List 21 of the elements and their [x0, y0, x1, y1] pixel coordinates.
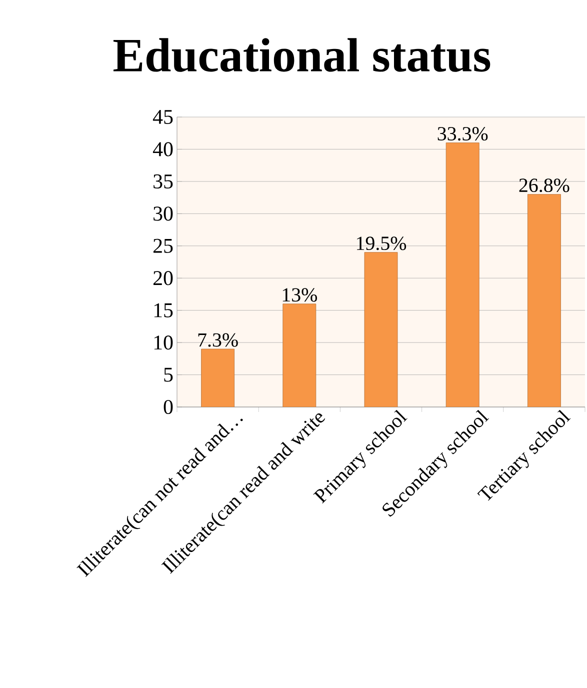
y-tick-label: 25	[153, 238, 173, 253]
y-tick-label: 35	[154, 174, 173, 188]
bar	[364, 252, 398, 407]
y-tick-label: 40	[152, 142, 173, 156]
chart-title: Educational status	[113, 38, 490, 72]
annotation: 13%	[282, 288, 317, 302]
annotation: 33.3%	[438, 127, 488, 141]
y-tick-label: 0	[164, 400, 173, 414]
y-tick-label: 5	[164, 368, 173, 382]
y-tick-label: 10	[154, 336, 173, 350]
y-tick-label: 20	[153, 271, 173, 286]
bar	[201, 348, 234, 407]
annotation: 26.8%	[519, 178, 570, 192]
bar	[528, 194, 561, 407]
annotation: 19.5%	[357, 236, 406, 250]
bar	[446, 142, 480, 407]
y-tick-label: 45	[152, 110, 173, 124]
annotation: 7.3%	[198, 333, 238, 347]
y-tick-label: 15	[154, 303, 173, 318]
bar	[282, 304, 316, 407]
y-tick-label: 30	[154, 206, 173, 221]
